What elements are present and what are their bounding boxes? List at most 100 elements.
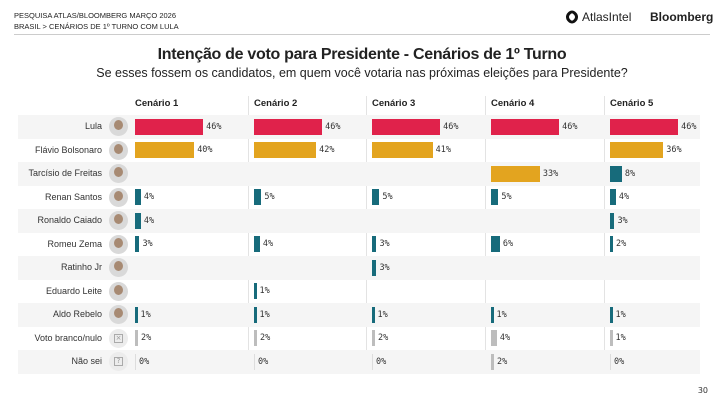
bar (610, 306, 613, 323)
bar (135, 212, 141, 229)
candidate-name: Lula (84, 121, 102, 131)
column-separator (366, 96, 367, 374)
bar (254, 118, 323, 135)
bar (491, 353, 494, 370)
table-row: Flávio Bolsonaro (18, 139, 700, 163)
candidate-avatar (109, 187, 128, 207)
candidate-name: Ratinho Jr (60, 262, 102, 272)
candidate-name: Tarcísio de Freitas (28, 168, 102, 178)
survey-label: PESQUISA ATLAS/BLOOMBERG MARÇO 2026 (14, 11, 177, 20)
x-glyph-icon: × (114, 333, 123, 343)
data-label: 3% (142, 239, 153, 249)
bar (491, 189, 499, 205)
data-label: 4% (262, 239, 274, 249)
data-label: 5% (382, 192, 393, 202)
bar (135, 306, 138, 323)
bar (254, 330, 257, 346)
scenario-header: Cenário 2 (254, 98, 298, 109)
data-label: 46% (443, 121, 459, 132)
data-label: 3% (379, 239, 390, 249)
data-label: 1% (615, 309, 626, 320)
table-row: Romeu Zema (18, 233, 700, 257)
data-label: 3% (617, 215, 628, 226)
candidate-name: Voto branco/nulo (34, 332, 102, 343)
bar (610, 330, 613, 346)
bar (491, 330, 497, 346)
candidate-avatar (109, 117, 128, 136)
bar (372, 353, 373, 370)
bar (610, 353, 611, 370)
data-label: 46% (325, 121, 341, 132)
bar (135, 236, 140, 252)
data-label: 1% (259, 309, 270, 320)
data-label: 5% (264, 192, 275, 202)
candidate-name: Eduardo Leite (45, 285, 102, 296)
candidate-avatar (109, 164, 128, 183)
data-label: 3% (379, 262, 390, 273)
atlasintel-logo: AtlasIntel (563, 8, 632, 26)
candidate-name: Flávio Bolsonaro (34, 144, 102, 155)
bar (491, 236, 500, 252)
bar (372, 236, 377, 252)
column-separator (604, 96, 605, 374)
data-label: 6% (502, 239, 514, 249)
bar (254, 353, 255, 370)
data-label: 4% (499, 333, 511, 343)
table-row: Não sei? (18, 350, 700, 374)
table-row: Renan Santos (18, 186, 700, 210)
bar (372, 142, 433, 158)
section-label: BRASIL > CENÁRIOS DE 1º TURNO COM LULA (14, 22, 179, 31)
bar (491, 118, 560, 135)
bar (254, 283, 257, 299)
data-label: 36% (666, 145, 682, 155)
data-label: 1% (615, 333, 626, 343)
bar (135, 118, 204, 135)
atlas-diamond-icon (563, 8, 581, 26)
data-label: 33% (542, 168, 559, 179)
bar (491, 165, 540, 182)
data-label: 0% (258, 356, 269, 367)
data-label: 1% (496, 309, 507, 320)
bar (610, 236, 613, 252)
bar (372, 306, 375, 323)
table-row: Lula (18, 115, 700, 139)
breadcrumb: PESQUISA ATLAS/BLOOMBERG MARÇO 2026 BRAS… (14, 10, 179, 32)
data-label: 41% (435, 145, 452, 155)
data-label: 4% (143, 215, 155, 226)
atlasintel-logo-text: AtlasIntel (582, 10, 632, 24)
table-row: Eduardo Leite (18, 280, 700, 304)
data-label: 46% (681, 121, 697, 132)
bloomberg-logo: Bloomberg (650, 10, 714, 24)
bar (254, 306, 257, 323)
data-label: 2% (259, 333, 271, 343)
data-label: 2% (140, 333, 152, 343)
data-label: 2% (377, 333, 389, 343)
candidate-name: Não sei (71, 356, 102, 366)
data-label: 1% (377, 309, 388, 320)
data-label: 42% (319, 145, 335, 155)
data-label: 2% (496, 356, 508, 367)
data-label: 1% (259, 286, 270, 296)
blank-vote-icon: × (109, 328, 128, 348)
data-label: 0% (376, 356, 387, 367)
candidate-avatar (109, 258, 128, 277)
data-label: 8% (624, 168, 636, 179)
scenario-header: Cenário 3 (372, 98, 416, 109)
bar (135, 330, 138, 346)
scenario-header: Cenário 5 (610, 98, 654, 109)
bar (610, 189, 616, 205)
column-separator (485, 96, 486, 374)
candidate-avatar (109, 305, 128, 324)
candidate-name: Renan Santos (44, 191, 102, 202)
table-row: Ratinho Jr (18, 256, 700, 280)
bar (254, 189, 262, 205)
question-icon: ? (109, 352, 128, 371)
bar (610, 165, 622, 182)
data-label: 0% (614, 356, 625, 367)
chart-title: Intenção de voto para Presidente - Cenár… (157, 46, 567, 63)
candidate-name: Aldo Rebelo (52, 309, 102, 319)
bar (610, 142, 664, 158)
bar (135, 142, 195, 158)
data-label: 46% (206, 121, 222, 132)
data-label: 4% (143, 192, 155, 202)
